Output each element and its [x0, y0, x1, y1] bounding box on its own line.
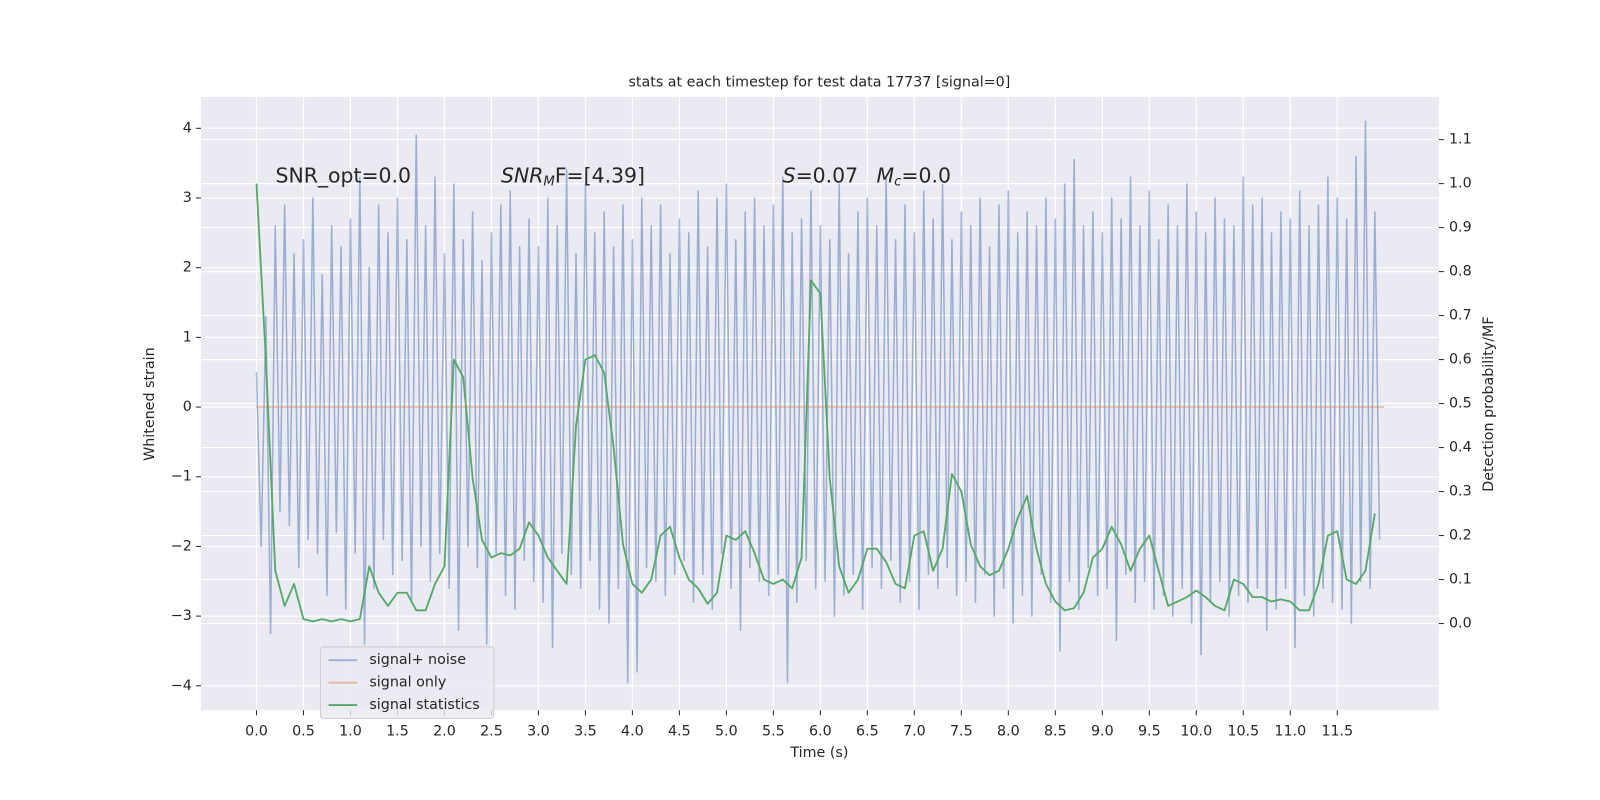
x-tick-label: 10.0 [1180, 724, 1212, 740]
x-tick-label: 3.5 [574, 724, 597, 740]
y2-tick-label: 0.4 [1449, 440, 1472, 456]
x-tick-label: 5.0 [715, 724, 738, 740]
x-tick-label: 9.5 [1138, 724, 1161, 740]
y2-tick-label: 0.3 [1449, 484, 1472, 500]
annotation: S=0.07 [783, 164, 858, 188]
y-tick-label: −1 [171, 469, 192, 485]
x-tick-label: 8.0 [997, 724, 1020, 740]
annotation-part: =0.07 [796, 164, 859, 188]
legend-label: signal statistics [369, 697, 479, 713]
x-tick-label: 3.0 [527, 724, 550, 740]
grid [201, 96, 1439, 711]
y-tick-label: 1 [183, 329, 192, 345]
x-tick-label: 11.5 [1321, 724, 1353, 740]
legend-label: signal only [369, 675, 446, 691]
legend: signal+ noise signal only signal statistic… [319, 646, 495, 719]
y2-tick-label: 1.0 [1449, 176, 1472, 192]
chart-title: stats at each timestep for test data 177… [628, 75, 1010, 91]
series-line [255, 183, 1376, 623]
y-tick-label: 4 [183, 120, 192, 136]
x-tick-label: 7.5 [950, 724, 973, 740]
x-tick-label: 0.0 [245, 724, 268, 740]
x-tick-label: 6.5 [856, 724, 879, 740]
annotations: SNR_opt=0.0 SNRMF=[4.39] S=0.07 Mc=0.0 [276, 164, 951, 190]
y2-tick-label: 0.5 [1449, 396, 1472, 412]
x-tick-label: 7.0 [903, 724, 926, 740]
y2-tick-label: 0.2 [1449, 528, 1472, 544]
annotation-part: M [877, 164, 895, 188]
y-tick-label: 3 [183, 190, 192, 206]
annotation-part: SNR [501, 164, 543, 188]
y-tick-label: −2 [171, 538, 192, 554]
annotation-part: F=[4.39] [555, 164, 645, 188]
y-axis-label: Whitened strain [142, 347, 158, 461]
y2-tick-label: 0.8 [1449, 264, 1472, 280]
y2-tick-label: 0.9 [1449, 220, 1472, 236]
x-tick-label: 0.5 [292, 724, 315, 740]
annotation-part: S [783, 164, 796, 188]
x-axis-label: Time (s) [789, 745, 848, 761]
x-tick-label: 9.0 [1091, 724, 1114, 740]
x-tick-label: 1.5 [386, 724, 409, 740]
x-tick-label: 10.5 [1227, 724, 1259, 740]
y-tick-label: 0 [183, 399, 192, 415]
annotation-part: =0.0 [901, 164, 951, 188]
x-tick-label: 5.5 [762, 724, 785, 740]
y2-tick-label: 1.1 [1449, 132, 1472, 148]
annotation-part: M [543, 175, 555, 190]
x-tick-label: 4.0 [621, 724, 644, 740]
y-tick-label: 2 [183, 260, 192, 276]
y2-tick-label: 0.7 [1449, 308, 1472, 324]
annotation: SNRMF=[4.39] [501, 164, 645, 190]
y-tick-label: −4 [171, 678, 192, 694]
y2-tick-label: 0.1 [1449, 572, 1472, 588]
legend-label: signal+ noise [369, 652, 466, 668]
annotation: SNR_opt=0.0 [276, 164, 412, 189]
annotation-part: c [894, 175, 902, 190]
y2-tick-label: 0.6 [1449, 352, 1472, 368]
x-tick-label: 6.0 [809, 724, 832, 740]
legend-box [319, 646, 495, 719]
annotation: Mc=0.0 [877, 164, 951, 190]
x-tick-label: 2.0 [433, 724, 456, 740]
x-tick-label: 2.5 [480, 724, 503, 740]
x-tick-label: 11.0 [1274, 724, 1306, 740]
x-tick-label: 4.5 [668, 724, 691, 740]
y-tick-label: −3 [171, 608, 192, 624]
y2-axis-label: Detection probability/MF [1481, 316, 1497, 491]
x-tick-label: 8.5 [1044, 724, 1067, 740]
x-tick-label: 1.0 [339, 724, 362, 740]
y2-tick-label: 0.0 [1449, 616, 1472, 632]
marks [255, 120, 1385, 684]
ticks: 0.0 0.5 1.0 1.5 2.0 2.5 3.0 3.5 4.0 4.5 5.0 5.5 6.0 6… [171, 120, 1472, 739]
